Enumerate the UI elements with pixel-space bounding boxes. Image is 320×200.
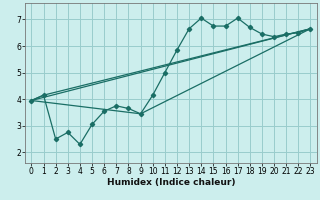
X-axis label: Humidex (Indice chaleur): Humidex (Indice chaleur) (107, 178, 235, 187)
